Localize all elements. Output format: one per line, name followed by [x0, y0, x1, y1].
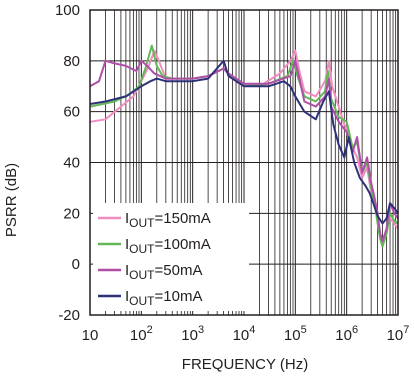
legend-label: IOUT=10mA [125, 288, 202, 308]
y-tick-label: -20 [58, 307, 80, 324]
y-tick-label: 60 [63, 104, 80, 121]
x-axis-label: FREQUENCY (Hz) [182, 356, 308, 373]
y-tick-label: 100 [55, 2, 80, 19]
series-lines [89, 44, 399, 248]
tick-labels: -20 0 20 40 60 80 100 10 102 103 104 105 106 107 [55, 2, 409, 344]
x-tick-label: 105 [284, 324, 307, 344]
plot-frame [89, 9, 399, 316]
x-tick-label: 10 [82, 327, 99, 344]
x-tick-label: 107 [387, 324, 410, 344]
x-tick-label: 104 [233, 324, 256, 344]
series-line [89, 59, 399, 225]
y-tick-label: 80 [63, 53, 80, 70]
series-line [89, 44, 399, 248]
legend-label: IOUT=50mA [125, 262, 202, 282]
y-tick-label: 0 [72, 256, 80, 273]
y-tick-label: 40 [63, 155, 80, 172]
legend-box [93, 203, 249, 311]
y-axis-label: PSRR (dB) [3, 163, 20, 237]
x-tick-label: 103 [181, 324, 204, 344]
legend: IOUT=150mA IOUT=100mA IOUT=50mA IOUT=10mA [93, 203, 249, 311]
series-line [89, 59, 399, 243]
x-tick-label: 106 [335, 324, 358, 344]
legend-label: IOUT=100mA [125, 236, 211, 256]
x-tick-label: 102 [130, 324, 153, 344]
legend-label: IOUT=150mA [125, 210, 211, 230]
y-tick-label: 20 [63, 205, 80, 222]
